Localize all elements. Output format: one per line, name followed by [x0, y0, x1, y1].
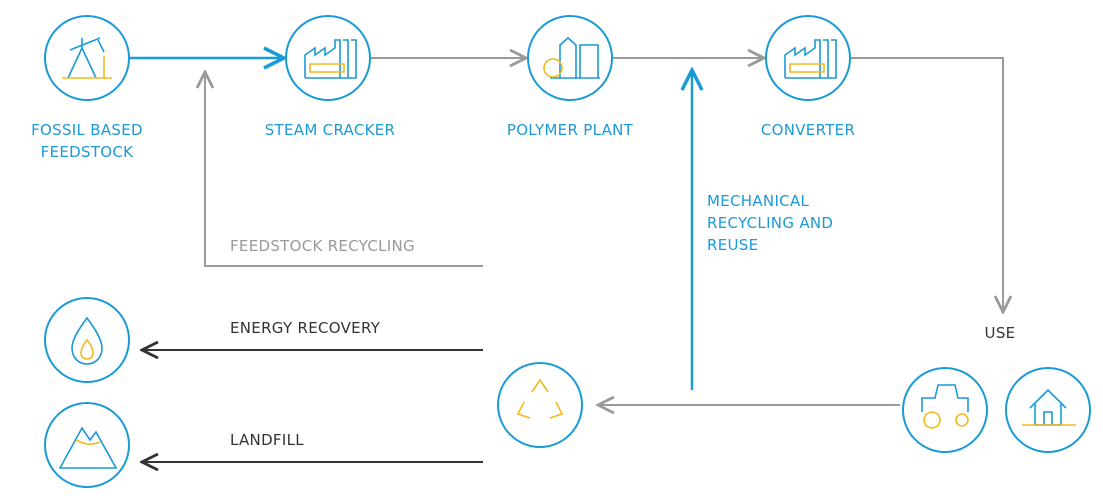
arrow — [205, 72, 483, 267]
node-label: FOSSIL BASED — [31, 121, 143, 139]
icon — [550, 36, 600, 79]
node-circle — [285, 15, 371, 101]
icon — [58, 426, 118, 469]
arrows — [130, 58, 1003, 462]
flow-label: ENERGY RECOVERY — [230, 319, 381, 337]
icon — [543, 58, 563, 78]
icon — [516, 378, 564, 419]
icon — [923, 411, 941, 429]
arrow — [850, 57, 1003, 312]
node-circle — [765, 15, 851, 101]
node-circle — [902, 367, 988, 453]
icons — [44, 15, 1091, 488]
icon — [75, 439, 101, 445]
node-label: CONVERTER — [761, 121, 855, 139]
icon — [789, 63, 825, 73]
icon — [80, 338, 94, 360]
flow-label: USE — [985, 324, 1016, 342]
labels: FOSSIL BASED FEEDSTOCK STEAM CRACKER POL… — [31, 121, 1015, 449]
flow-label: RECYCLING AND — [707, 214, 833, 232]
icon — [67, 37, 105, 79]
flow-label: FEEDSTOCK RECYCLING — [230, 237, 415, 255]
icon — [304, 39, 357, 79]
node-circle — [527, 15, 613, 101]
node-label: FEEDSTOCK — [41, 143, 134, 161]
node-circle — [44, 402, 130, 488]
icon — [71, 316, 103, 365]
icon — [784, 39, 837, 79]
node-circle — [1005, 367, 1091, 453]
flow-label: MECHANICAL — [707, 192, 810, 210]
node-circle — [497, 362, 583, 448]
flow-label: REUSE — [707, 236, 758, 254]
node-label: STEAM CRACKER — [265, 121, 396, 139]
icon — [921, 384, 969, 412]
node-label: POLYMER PLANT — [507, 121, 634, 139]
icon — [62, 56, 112, 79]
icon — [955, 413, 969, 427]
flow-label: LANDFILL — [230, 431, 304, 449]
icon — [309, 63, 345, 73]
